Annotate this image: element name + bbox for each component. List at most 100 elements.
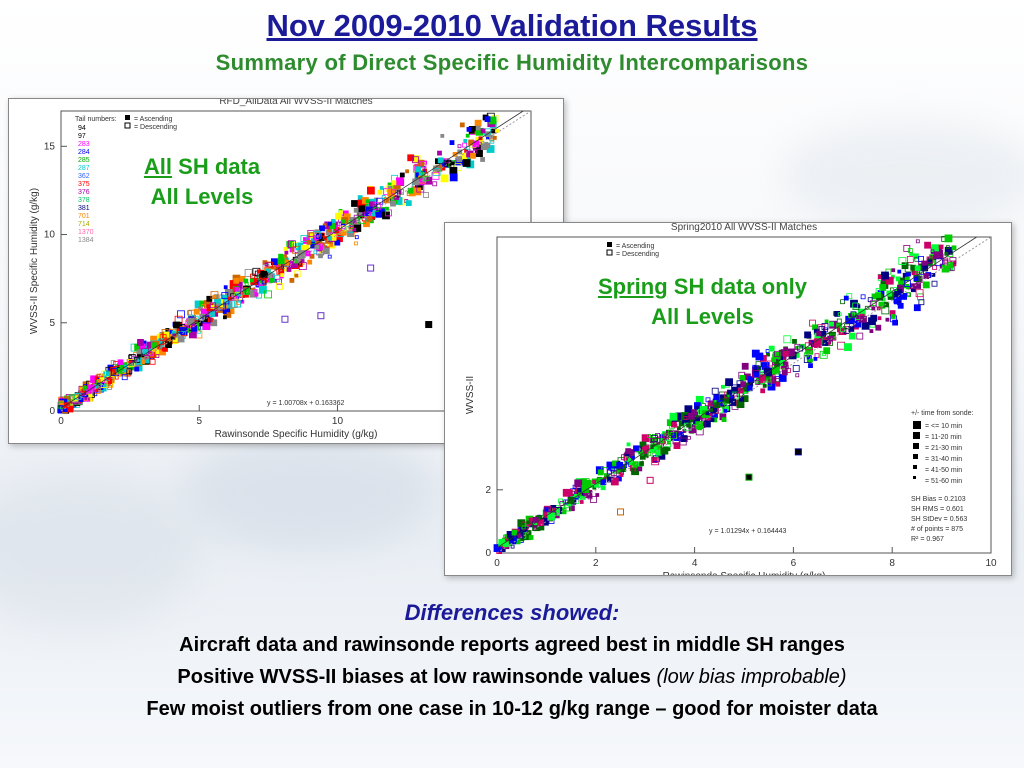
data-point [432,181,438,187]
data-point [222,315,227,320]
time-bin-marker-1 [913,432,920,439]
data-point [935,253,941,259]
data-point [760,388,766,394]
data-point [493,544,502,553]
data-point [322,247,330,255]
data-point [720,384,725,389]
data-point [926,256,934,264]
y-tick-label-0: 0 [485,548,491,559]
data-point [391,189,396,195]
data-point [150,342,157,349]
stat-line-0: SH Bias = 0.2103 [911,496,966,503]
fit-equation: y = 1.01294x + 0.164443 [709,528,787,535]
data-point [783,346,789,352]
data-point [592,479,597,484]
data-point [912,253,919,260]
data-point [918,269,924,275]
data-point [794,343,801,350]
outlier-point [425,321,433,329]
legend-descending-label: = Descending [616,251,659,258]
data-point [202,315,211,324]
data-point [795,373,800,378]
data-point [358,215,367,224]
data-point [199,313,206,320]
data-point [495,128,499,133]
data-point [678,437,687,446]
data-point [824,319,829,324]
time-bin-label-2: = 21-30 min [925,445,962,452]
data-point [249,278,254,283]
data-point [639,461,644,466]
data-point [649,438,655,444]
data-point [377,189,383,195]
data-point [688,425,697,434]
data-point [729,399,737,406]
data-point [101,370,106,376]
data-point [875,288,881,293]
data-point [624,456,630,462]
data-point [484,116,491,123]
data-point [385,206,389,211]
tail-number-375: 375 [78,181,90,188]
data-point [365,199,370,204]
data-point [165,341,172,349]
data-point [641,434,650,443]
data-point [134,356,141,363]
data-point [88,393,93,398]
data-point [481,143,488,150]
data-point [270,258,278,266]
data-point [297,261,302,266]
data-point [844,323,850,330]
data-point [922,281,930,289]
data-point [600,479,607,486]
y-tick-label-1: 2 [485,485,491,496]
data-point [277,257,285,265]
data-point [457,144,462,149]
data-point [711,387,719,395]
data-point [465,133,470,138]
data-point [334,212,342,220]
data-point [567,496,575,504]
time-bin-marker-3 [913,454,918,459]
data-point [944,251,949,256]
legend-ascending-marker [607,242,612,247]
data-point [673,442,681,450]
time-bin-label-3: = 31-40 min [925,456,962,463]
data-point [915,289,924,298]
data-point [490,139,495,144]
stat-line-4: R² = 0.967 [911,536,944,543]
data-point [904,276,910,282]
data-point [327,254,332,259]
data-point [861,321,870,330]
outlier-point [617,508,624,516]
data-point [856,332,864,340]
x-tick-label-2: 4 [692,558,698,569]
data-point [864,305,869,310]
data-point [223,285,228,290]
data-point [407,154,415,162]
time-bin-label-1: = 11-20 min [925,434,962,441]
data-point [276,282,284,290]
y-axis-label: WVSS-II Specific Humidity (g/kg) [29,188,40,334]
data-point [503,534,507,539]
data-point [309,253,315,259]
data-point [804,331,812,339]
legend-ascending-label: = Ascending [616,243,654,250]
data-point [313,250,318,255]
data-point [169,329,178,338]
data-point [492,136,497,140]
data-point [187,310,192,316]
data-point [466,126,472,132]
data-point [510,544,515,549]
data-point [210,319,218,327]
data-point [836,318,842,324]
data-point [915,283,922,289]
data-point [329,223,336,230]
data-point [860,294,866,300]
callout-spring-sh-data: Spring SH data only All Levels [555,272,850,332]
data-point [900,293,908,300]
data-point [352,227,357,232]
data-point [313,229,321,237]
time-bin-marker-4 [913,465,917,469]
data-point [413,187,422,196]
